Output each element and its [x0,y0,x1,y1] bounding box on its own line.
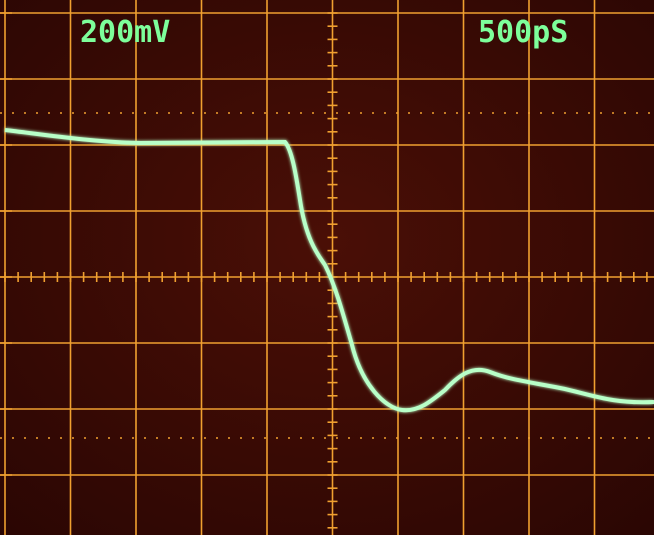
oscilloscope-screen: 200mV 500pS [0,0,654,535]
time-per-div: 500pS [478,15,568,50]
volts-per-div: 200mV [80,15,170,50]
